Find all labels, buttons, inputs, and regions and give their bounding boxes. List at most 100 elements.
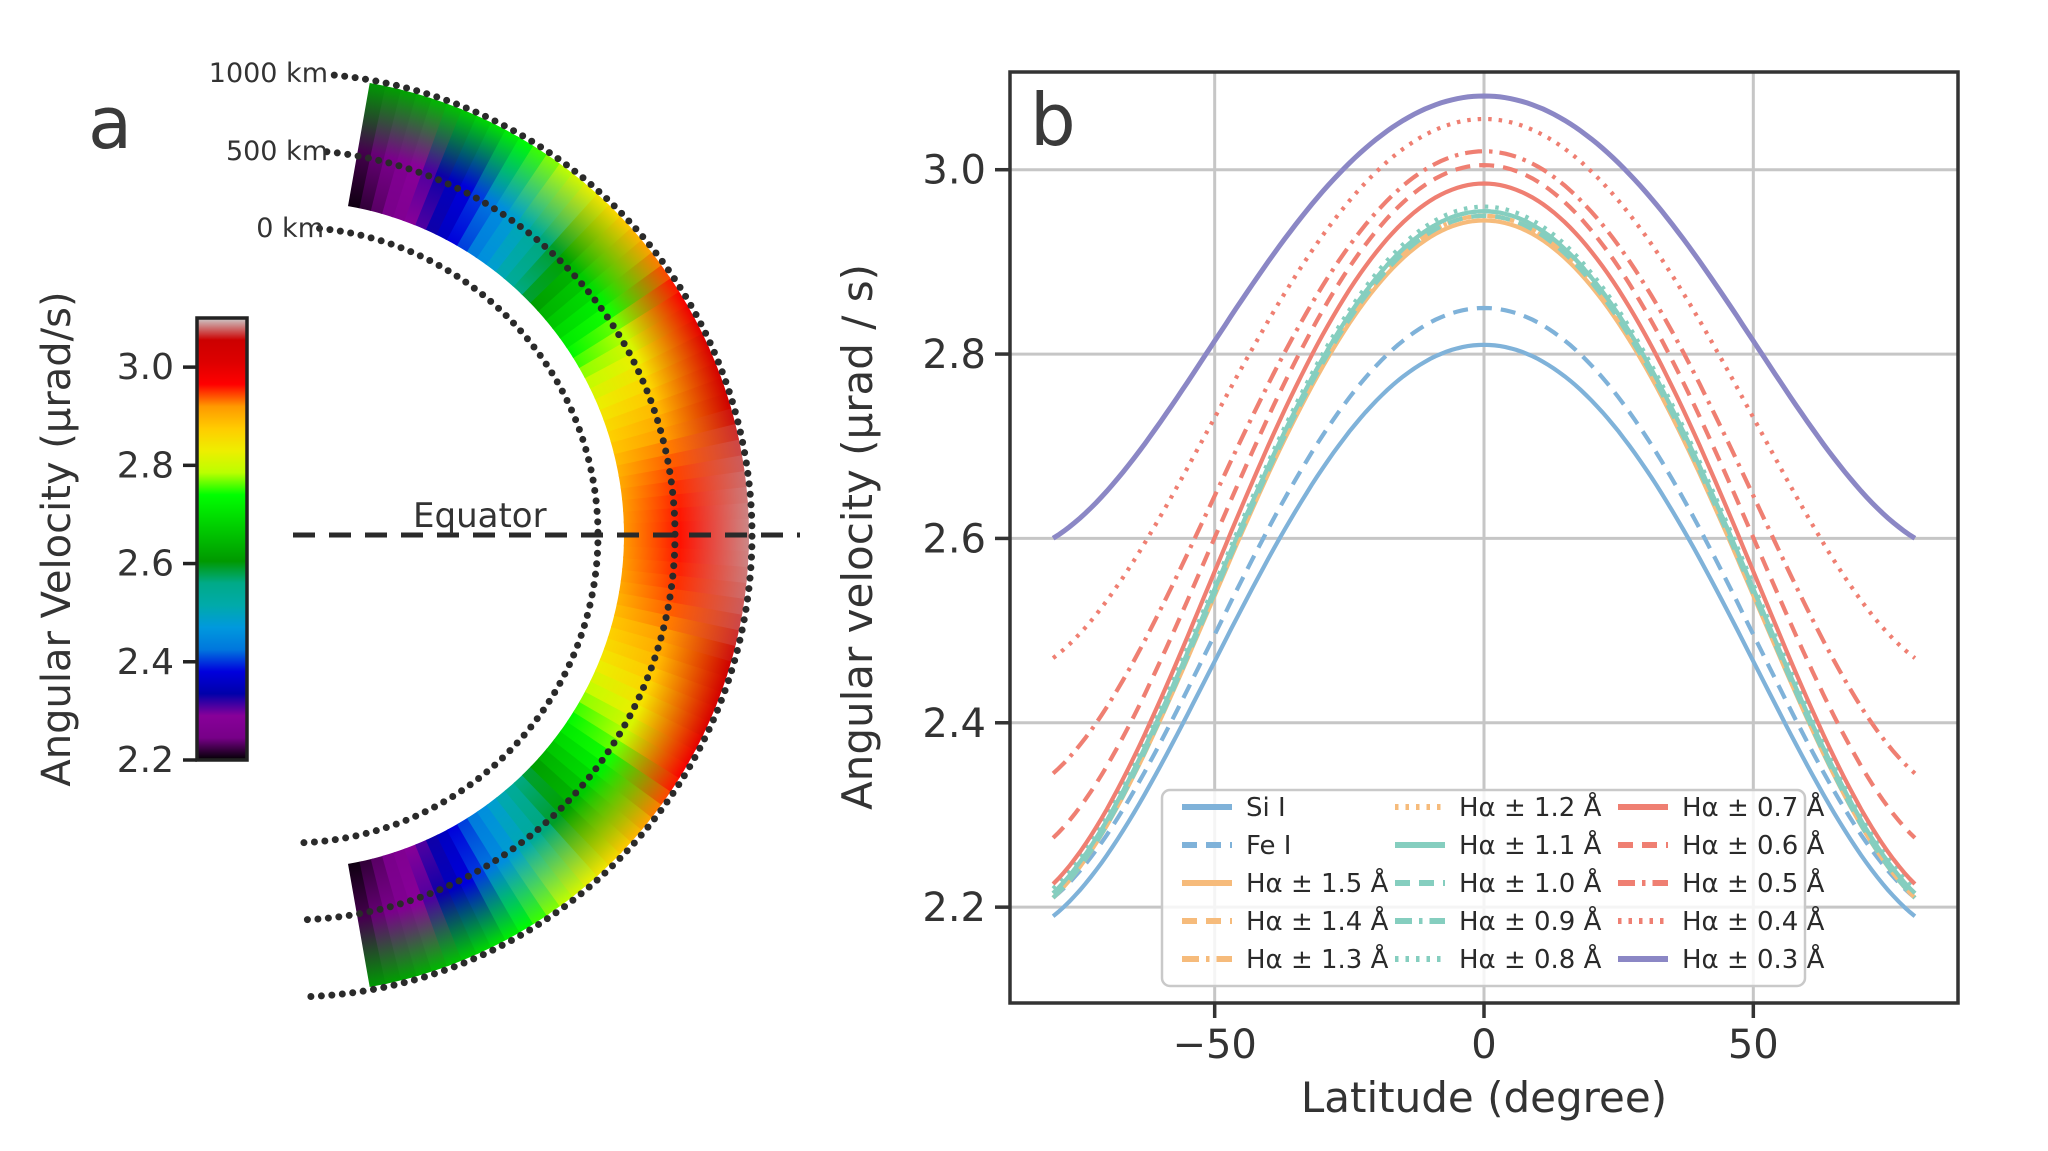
velocity-band-wedge — [370, 855, 420, 981]
velocity-band-wedge — [623, 500, 749, 524]
x-tick-label: 0 — [1471, 1022, 1496, 1068]
velocity-band-wedge — [545, 739, 654, 831]
velocity-band-wedge — [572, 289, 688, 368]
velocity-band-wedge — [402, 102, 462, 226]
velocity-band-wedge — [466, 810, 549, 925]
y-tick-label: 2.8 — [922, 332, 986, 378]
y-tick-label: 2.6 — [922, 516, 986, 562]
height-label-0km: 0 km — [256, 213, 324, 244]
velocity-band-wedge — [347, 861, 389, 988]
legend-entry-label: Hα ± 0.8 Å — [1459, 943, 1602, 975]
velocity-band-wedge — [382, 852, 435, 977]
legend-entry-label: Hα ± 1.4 Å — [1246, 905, 1389, 937]
colorbar-gradient-bar — [195, 316, 249, 762]
curve-hα-±-0.4-å — [1051, 116, 1917, 660]
velocity-band-wedge — [590, 668, 711, 737]
legend-entry-label: Hα ± 1.1 Å — [1459, 829, 1602, 861]
velocity-band-wedge — [584, 679, 704, 751]
velocity-band-wedge — [618, 452, 745, 489]
legend-entry-label: Fe I — [1246, 831, 1291, 861]
colorbar-ticks: 3.0 2.8 2.6 2.4 2.2 — [117, 347, 197, 781]
velocity-band-wedge — [573, 700, 689, 779]
curve-si-i — [1051, 342, 1917, 918]
colorbar-axis-label: Angular Velocity (μrad/s) — [34, 291, 80, 786]
velocity-band-wedge — [359, 858, 404, 984]
legend-entry-label: Hα ± 1.2 Å — [1459, 791, 1602, 823]
velocity-band-wedge — [413, 108, 477, 230]
legend-entry-label: Si I — [1246, 793, 1286, 823]
velocity-band-wedge — [391, 97, 447, 222]
curve-hα-±-0.5-å — [1051, 149, 1917, 775]
velocity-band-wedge — [610, 405, 736, 455]
height-label-500km: 500 km — [226, 136, 328, 167]
velocity-band-wedge — [613, 421, 739, 466]
velocity-band-wedge — [511, 192, 609, 295]
velocity-band-wedge — [607, 390, 732, 443]
velocity-band-wedge — [578, 303, 696, 379]
velocity-band-wedge — [616, 590, 743, 631]
velocity-band-wedge — [436, 828, 508, 948]
colorbar-tick-label: 2.2 — [117, 740, 174, 781]
colorbar-tick-label: 3.0 — [117, 347, 174, 388]
legend-entry-label: Hα ± 0.6 Å — [1682, 829, 1825, 861]
velocity-curves — [1051, 93, 1917, 918]
y-tick-label: 2.4 — [922, 701, 986, 747]
height-label-1000km: 1000 km — [209, 58, 328, 89]
y-axis-label: Angular velocity (μrad / s) — [833, 264, 882, 810]
panel-b: −50 0 50 3.0 2.8 2.6 2.4 2.2 b Latitude (degree… — [833, 70, 1960, 1122]
velocity-band-wedge — [583, 317, 703, 389]
velocity-band-wedge — [425, 834, 494, 955]
legend-entry-label: Hα ± 0.7 Å — [1682, 791, 1825, 823]
legend-entry-label: Hα ± 1.5 Å — [1246, 867, 1389, 899]
curve-hα-±-0.6-å — [1051, 162, 1917, 840]
velocity-band-wedge — [503, 181, 598, 287]
velocity-band-wedge — [455, 136, 534, 252]
velocity-band-wedge — [565, 276, 680, 359]
velocity-band-wedge — [380, 93, 432, 218]
y-tick-label: 3.0 — [922, 148, 986, 194]
velocity-band-wedge — [457, 817, 536, 933]
x-tick-label: −50 — [1172, 1022, 1256, 1068]
velocity-band-wedge — [620, 468, 747, 501]
velocity-band-wedge — [528, 214, 632, 312]
panel-a-letter: a — [88, 81, 132, 165]
colorbar-tick-label: 2.6 — [117, 544, 174, 585]
curve-hα-±-0.3-å — [1051, 93, 1917, 541]
velocity-band-wedge — [347, 82, 386, 209]
velocity-band-wedge — [559, 262, 671, 349]
velocity-band-wedge — [522, 765, 623, 866]
legend-entry-label: Hα ± 0.9 Å — [1459, 905, 1602, 937]
velocity-band-wedge — [603, 375, 727, 432]
velocity-band-wedge — [618, 579, 745, 615]
legend: Si I Fe I Hα ± 1.5 Å Hα ± 1.4 Å Hα ± 1.3 Å Hα… — [1160, 788, 1825, 988]
velocity-band-wedge — [475, 152, 560, 265]
velocity-band-wedge — [357, 85, 402, 211]
velocity-band-wedge — [551, 250, 662, 339]
height-arc-500km — [299, 148, 679, 924]
velocity-band-wedge — [465, 144, 547, 259]
velocity-band-wedge — [598, 360, 722, 421]
velocity-band-wedge — [393, 848, 450, 972]
velocity-band-wedge — [579, 689, 697, 765]
height-arc-1000km — [302, 71, 756, 1001]
velocity-band-wedge — [620, 567, 747, 599]
y-tick-label: 2.2 — [922, 885, 986, 931]
legend-entry-label: Hα ± 1.3 Å — [1246, 943, 1389, 975]
velocity-band-wedge — [368, 88, 417, 214]
legend-entry-label: Hα ± 0.5 Å — [1682, 867, 1825, 899]
panel-a: a Equator 1000 km 500 km 0 km 3.0 2.8 2.6 2… — [34, 58, 800, 1001]
height-arc-0km — [297, 224, 602, 847]
curve-fe-i — [1051, 305, 1917, 900]
velocity-band-wedge — [538, 748, 644, 843]
velocity-band-wedge — [566, 710, 681, 792]
velocity-band-wedge — [603, 636, 728, 692]
equator-label: Equator — [413, 496, 547, 536]
legend-entry-label: Hα ± 1.0 Å — [1459, 867, 1602, 899]
velocity-band-wedge — [415, 839, 480, 961]
velocity-band-wedge — [544, 237, 652, 330]
curve-hα-±-0.7-å — [1051, 181, 1917, 886]
panel-b-letter: b — [1030, 78, 1076, 162]
x-tick-label: 50 — [1728, 1022, 1779, 1068]
velocity-band-wedge — [404, 843, 465, 967]
